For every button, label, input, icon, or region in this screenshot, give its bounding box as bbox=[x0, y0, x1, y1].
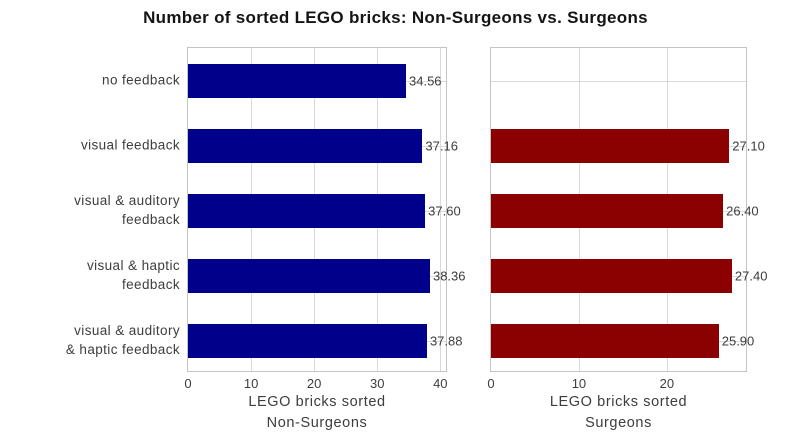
bar bbox=[188, 323, 427, 358]
bar bbox=[188, 258, 430, 293]
bar-value-label: 25.90 bbox=[721, 333, 755, 348]
bar bbox=[491, 258, 732, 293]
bar-value-label: 37.88 bbox=[429, 333, 463, 348]
x-tick-label: 0 bbox=[184, 376, 192, 391]
x-tick-label: 20 bbox=[306, 376, 322, 391]
x-tick-label: 10 bbox=[243, 376, 259, 391]
bar-value-label: 26.40 bbox=[726, 203, 759, 218]
category-label: visual & auditory & haptic feedback bbox=[65, 322, 180, 357]
x-tick-label: 30 bbox=[370, 376, 385, 391]
bar bbox=[491, 128, 730, 163]
y-gridline bbox=[491, 80, 746, 82]
bar bbox=[188, 128, 423, 163]
x-tick-label: 20 bbox=[659, 376, 675, 391]
bar bbox=[491, 323, 719, 358]
bar-value-label: 37.16 bbox=[425, 138, 458, 153]
bar-value-label: 37.60 bbox=[428, 203, 461, 218]
x-axis-label-line-2: Surgeons bbox=[585, 415, 652, 431]
x-axis-label-line-2: Non-Surgeons bbox=[266, 415, 368, 431]
x-gridline bbox=[440, 48, 442, 371]
non-surgeons-plot: 0 10 20 30 40 34.56 37.16 37.60 38.36 37.88 LEGO b… bbox=[184, 47, 466, 431]
bar bbox=[188, 193, 426, 228]
surgeons-plot: 0 10 20 27.10 26.40 27.40 25.90 LEGO bricks sor… bbox=[487, 47, 767, 431]
bar bbox=[491, 193, 724, 228]
category-label: visual feedback bbox=[80, 137, 180, 152]
bar-value-label: 38.36 bbox=[432, 268, 466, 283]
x-tick-label: 40 bbox=[433, 376, 448, 391]
category-label: no feedback bbox=[102, 72, 180, 87]
bar-value-label: 27.10 bbox=[732, 138, 765, 153]
x-axis-label-line-1: LEGO bricks sorted bbox=[248, 394, 386, 410]
x-axis-label-line-1: LEGO bricks sorted bbox=[549, 394, 688, 410]
bar-value-label: 34.56 bbox=[409, 73, 442, 88]
bar bbox=[188, 63, 406, 98]
x-tick-label: 0 bbox=[487, 376, 495, 391]
category-label: visual & haptic feedback bbox=[86, 257, 180, 292]
category-axis: no feedback visual feedback visual & audit… bbox=[0, 47, 180, 372]
x-tick-label: 10 bbox=[571, 376, 587, 391]
category-label: visual & auditory feedback bbox=[74, 192, 180, 227]
chart-title: Number of sorted LEGO bricks: Non-Surgeo… bbox=[143, 8, 648, 27]
bar-value-label: 27.40 bbox=[734, 268, 768, 283]
